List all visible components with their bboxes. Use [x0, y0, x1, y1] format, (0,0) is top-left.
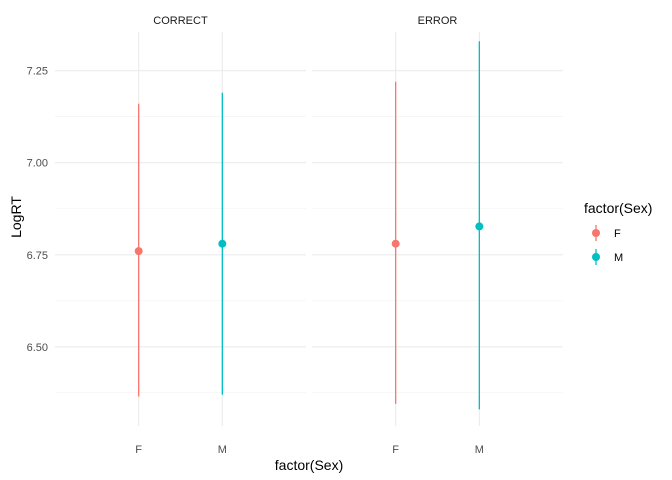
- x-tick-label: M: [475, 444, 484, 456]
- y-tick-label: 7.25: [27, 66, 48, 78]
- x-tick-label: F: [135, 444, 142, 456]
- y-axis: 6.50 6.75 7.00 7.25: [27, 66, 48, 354]
- legend-item: F: [592, 225, 621, 241]
- x-axis-title: factor(Sex): [275, 457, 343, 473]
- legend-label: F: [614, 228, 621, 240]
- x-tick-label: M: [218, 444, 227, 456]
- x-tick-label: F: [392, 444, 399, 456]
- facet-strip-label: CORRECT: [153, 15, 208, 27]
- facet-strip-label: ERROR: [418, 15, 458, 27]
- plot-panels: CORRECT F M ERROR F M: [55, 15, 563, 456]
- facet-panel: CORRECT F M: [55, 15, 306, 456]
- y-tick-label: 6.75: [27, 250, 48, 262]
- y-tick-label: 6.50: [27, 342, 48, 354]
- y-tick-label: 7.00: [27, 158, 48, 170]
- mean-point: [218, 239, 227, 248]
- legend-item: M: [592, 249, 623, 265]
- mean-point: [391, 239, 400, 248]
- legend: factor(Sex) FM: [584, 200, 652, 265]
- legend-label: M: [614, 252, 623, 264]
- legend-key-point: [592, 253, 600, 261]
- mean-point: [134, 247, 143, 256]
- facet-panel: ERROR F M: [312, 15, 563, 456]
- legend-key-point: [592, 229, 600, 237]
- legend-title: factor(Sex): [584, 200, 652, 216]
- mean-point: [475, 222, 484, 231]
- y-axis-title: LogRT: [8, 196, 24, 238]
